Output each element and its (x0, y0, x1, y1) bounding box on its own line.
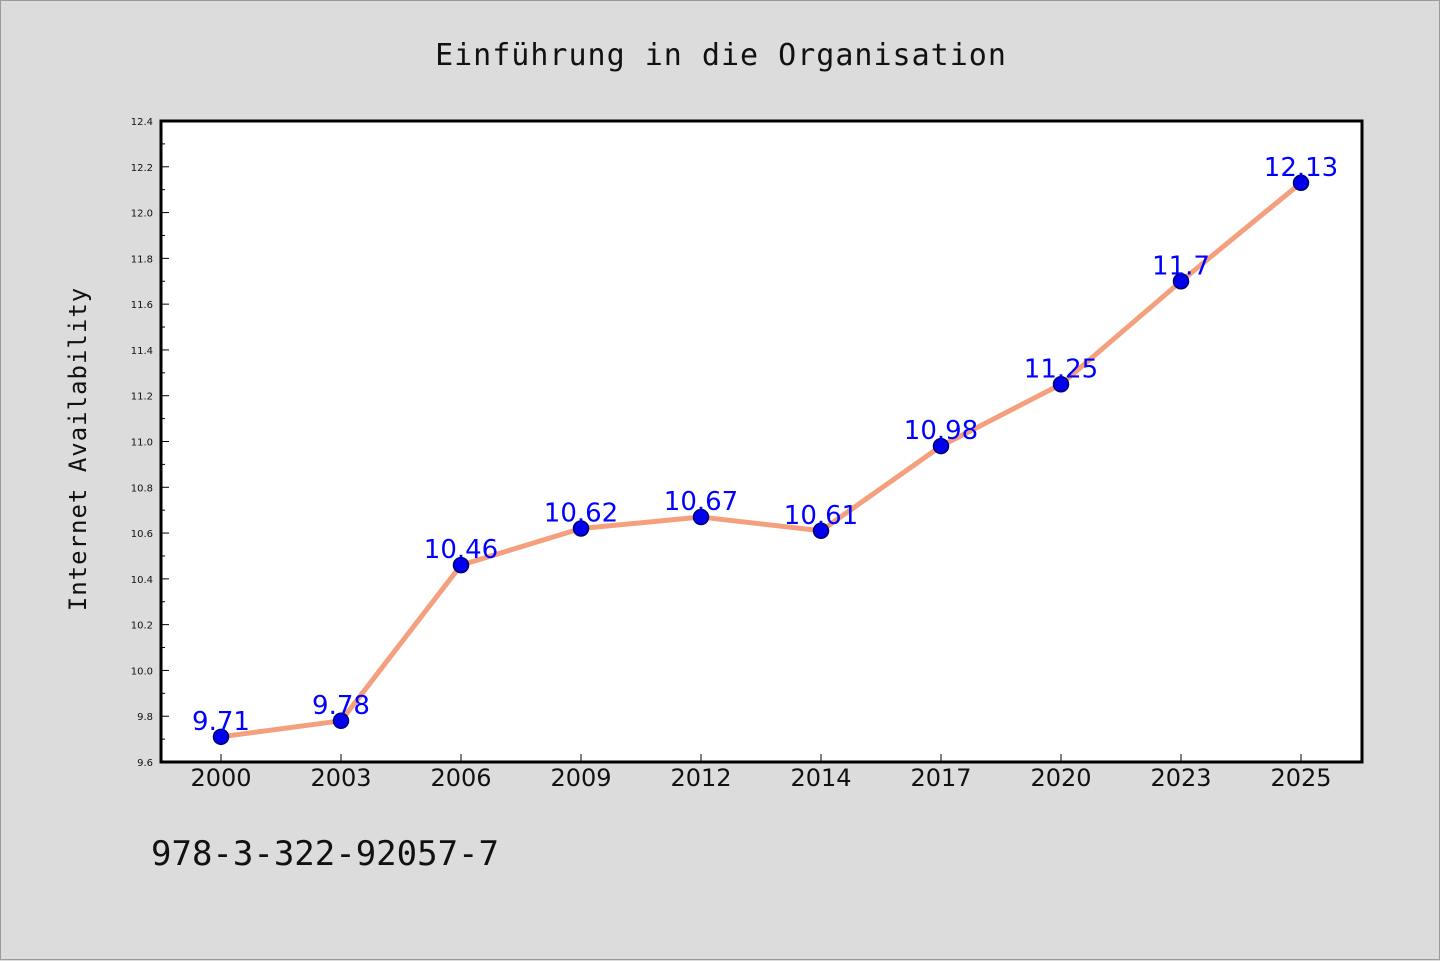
data-label: 10.98 (904, 416, 978, 446)
plot-area (159, 119, 1364, 764)
data-point (212, 728, 230, 746)
x-tick-label: 2006 (430, 764, 491, 792)
data-point (452, 556, 470, 574)
x-tick-label: 2009 (550, 764, 611, 792)
data-point (1292, 174, 1310, 192)
data-label: 11.25 (1024, 354, 1098, 384)
y-tick-label: 11.6 (131, 300, 153, 311)
isbn-text: 978-3-322-92057-7 (151, 834, 499, 874)
x-tick-label: 2025 (1270, 764, 1331, 792)
y-tick-label: 12.2 (131, 163, 153, 174)
series-line (218, 180, 1304, 740)
data-label: 9.71 (192, 707, 250, 737)
x-tick-label: 2020 (1030, 764, 1091, 792)
y-tick-label: 10.2 (131, 621, 153, 632)
data-point (692, 508, 710, 526)
y-tick-label: 11.8 (131, 254, 153, 265)
x-tick-label: 2003 (310, 764, 371, 792)
data-point (932, 437, 950, 455)
y-tick-label: 12.0 (131, 209, 153, 220)
data-label: 12.13 (1264, 153, 1338, 183)
data-label: 10.61 (784, 501, 858, 531)
data-point (812, 522, 830, 540)
x-tick-label: 2017 (910, 764, 971, 792)
data-point (1172, 273, 1190, 290)
y-tick-label: 12.4 (131, 117, 153, 128)
data-label: 9.78 (312, 691, 370, 721)
data-point (332, 712, 350, 730)
x-axis-ticks: 2000 2003 2006 2009 2012 2014 2017 2020 2023 2025 (190, 754, 1332, 792)
y-tick-label: 10.8 (131, 483, 153, 494)
data-label: 10.67 (664, 487, 738, 517)
y-axis-ticks: 9.6 9.8 10.0 10.2 10.4 10.6 10.8 11.0 11.2 11.4 11… (131, 117, 169, 769)
series-group: 9.71 9.78 10.46 10.62 10.67 10.61 10.98 11.25 11… (192, 153, 1338, 746)
y-tick-label: 10.6 (131, 529, 153, 540)
data-label: 11.7 (1152, 251, 1210, 281)
x-tick-label: 2023 (1150, 764, 1211, 792)
data-point (572, 520, 590, 537)
y-tick-label: 11.2 (131, 392, 153, 403)
y-tick-label: 10.4 (131, 575, 153, 586)
y-tick-label: 9.8 (137, 712, 153, 723)
y-tick-label: 10.0 (131, 666, 153, 677)
data-point (1052, 376, 1070, 393)
y-tick-label: 9.6 (137, 758, 153, 769)
x-tick-label: 2014 (790, 764, 851, 792)
y-tick-label: 11.0 (131, 438, 153, 449)
data-label: 10.62 (544, 498, 618, 528)
y-axis-label: Internet Availability (64, 287, 92, 611)
data-label: 10.46 (424, 535, 498, 565)
y-tick-label: 11.4 (131, 346, 153, 357)
chart-title: Einführung in die Organisation (435, 38, 1007, 73)
x-tick-label: 2000 (190, 764, 251, 792)
x-tick-label: 2012 (670, 764, 731, 792)
